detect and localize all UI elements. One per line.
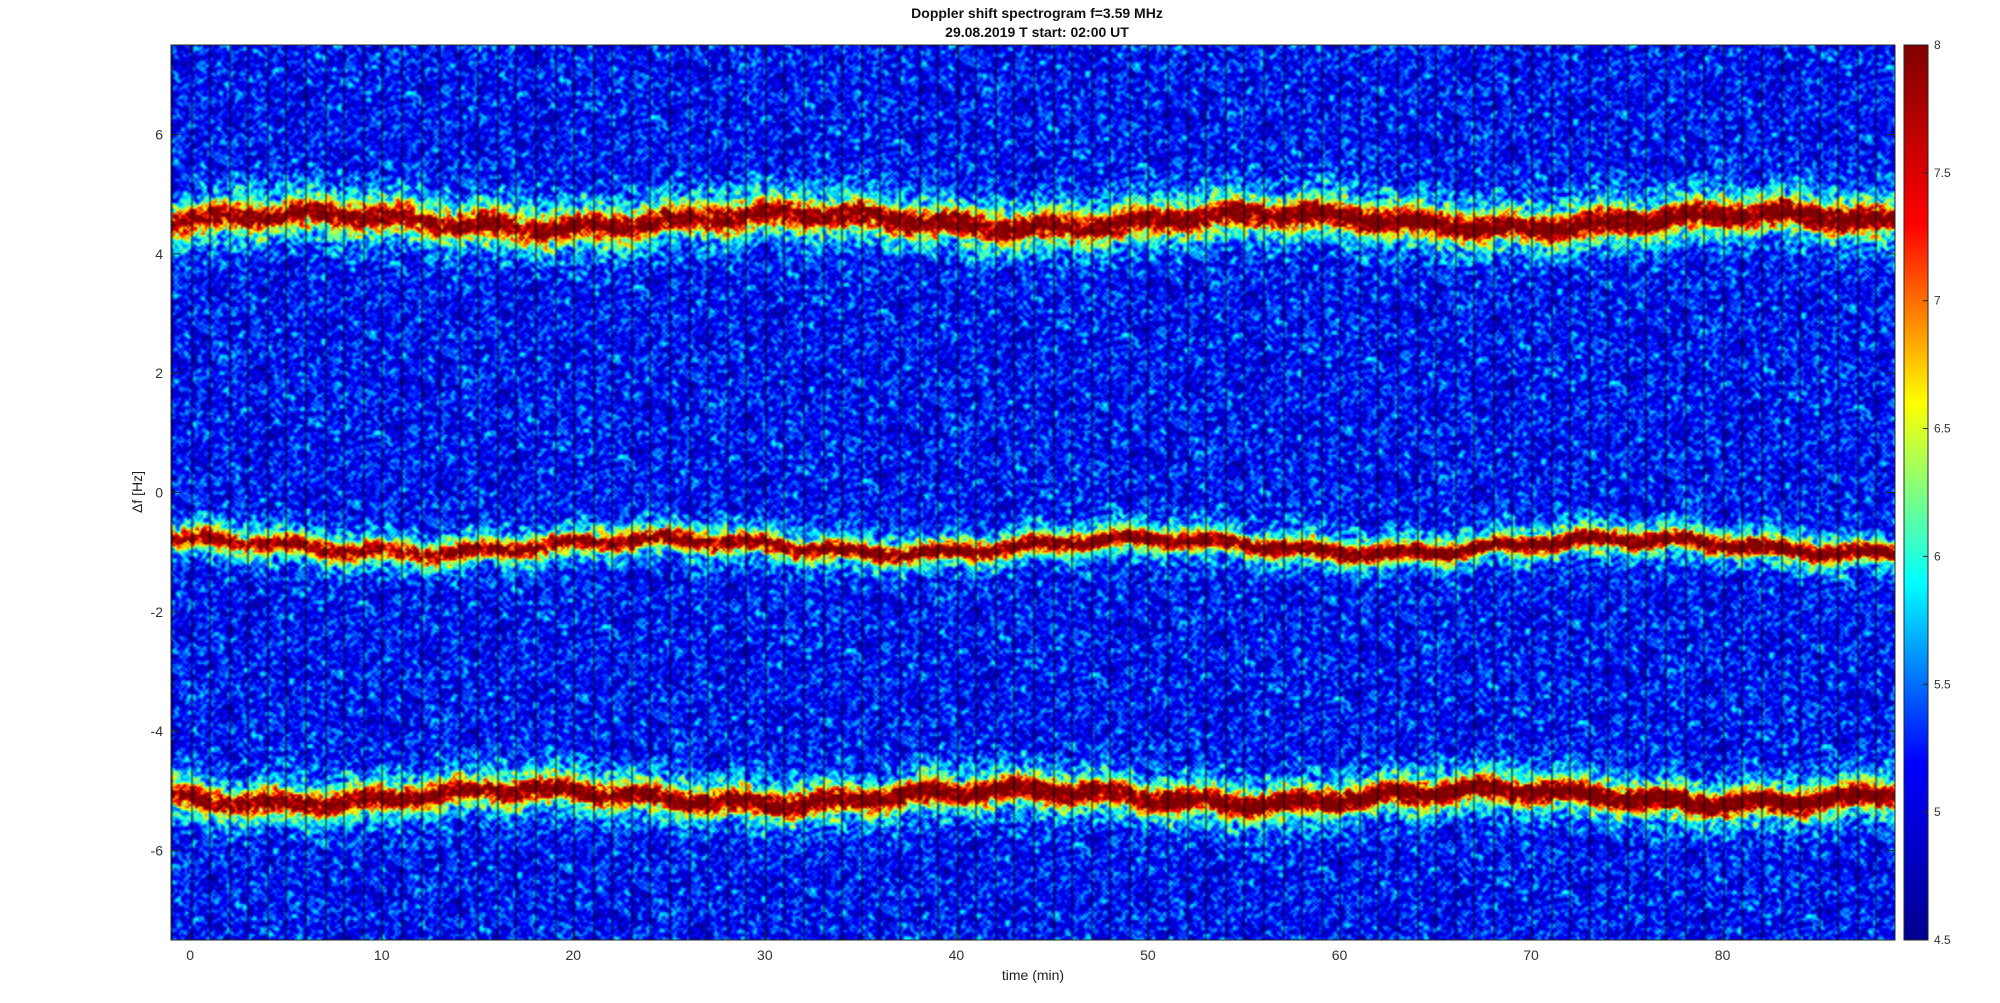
colorbar — [1903, 44, 1929, 941]
spectrogram-image — [171, 45, 1895, 940]
y-axis-label: Δf [Hz] — [129, 471, 145, 513]
x-tick-label: 70 — [1523, 947, 1539, 963]
y-tick-label: 4 — [155, 246, 163, 262]
colorbar-tick-label: 4.5 — [1934, 933, 1951, 947]
x-tick-label: 40 — [949, 947, 965, 963]
x-tick-label: 60 — [1332, 947, 1348, 963]
y-tick-label: -6 — [151, 843, 164, 859]
y-tick-label: -4 — [151, 723, 164, 739]
x-tick-label: 20 — [565, 947, 581, 963]
x-tick-label: 80 — [1715, 947, 1731, 963]
colorbar-tick-label: 6 — [1934, 549, 1941, 563]
colorbar-tick-label: 5.5 — [1934, 677, 1951, 691]
colorbar-tick-label: 6.5 — [1934, 422, 1951, 436]
y-tick-label: 6 — [155, 127, 163, 143]
colorbar-tick-label: 8 — [1934, 38, 1941, 52]
x-tick-label: 0 — [186, 947, 194, 963]
x-tick-label: 50 — [1140, 947, 1156, 963]
colorbar-axis: 8 7.5 7 6.5 6 5.5 5 4.5 — [1923, 38, 1951, 947]
y-axis: 6 4 2 0 -2 -4 -6 — [151, 127, 1895, 859]
x-axis-label: time (min) — [1002, 967, 1064, 983]
y-tick-label: 2 — [155, 365, 163, 381]
y-tick-label: -2 — [151, 604, 164, 620]
colorbar-tick-label: 5 — [1934, 805, 1941, 819]
colorbar-tick-label: 7.5 — [1934, 166, 1951, 180]
y-tick-label: 0 — [155, 485, 163, 501]
x-tick-label: 30 — [757, 947, 773, 963]
colorbar-tick-label: 7 — [1934, 294, 1941, 308]
x-tick-label: 10 — [374, 947, 390, 963]
chart-title: Doppler shift spectrogram f=3.59 MHz — [911, 5, 1163, 21]
x-axis: 0 10 20 30 40 50 60 70 80 — [186, 45, 1731, 963]
spectrogram-plot-area — [171, 45, 1895, 940]
chart-subtitle: 29.08.2019 T start: 02:00 UT — [945, 24, 1129, 40]
